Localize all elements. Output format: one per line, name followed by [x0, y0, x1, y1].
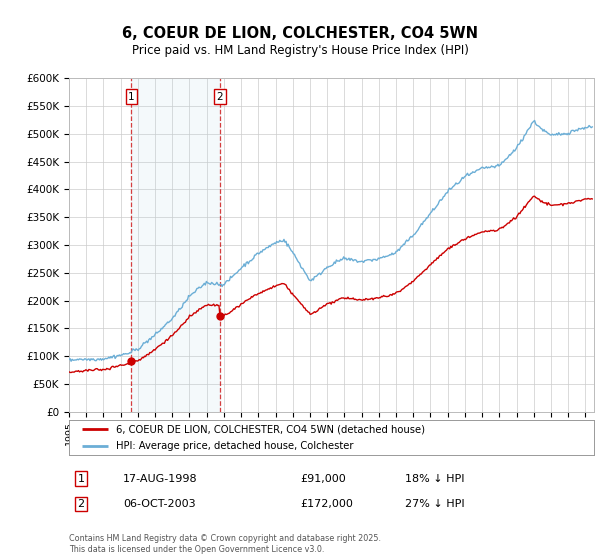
Text: 06-OCT-2003: 06-OCT-2003	[123, 499, 196, 509]
Text: 17-AUG-1998: 17-AUG-1998	[123, 474, 197, 484]
Text: 2: 2	[77, 499, 85, 509]
Text: Contains HM Land Registry data © Crown copyright and database right 2025.
This d: Contains HM Land Registry data © Crown c…	[69, 534, 381, 554]
Text: 6, COEUR DE LION, COLCHESTER, CO4 5WN: 6, COEUR DE LION, COLCHESTER, CO4 5WN	[122, 26, 478, 41]
Text: HPI: Average price, detached house, Colchester: HPI: Average price, detached house, Colc…	[116, 441, 354, 451]
Text: Price paid vs. HM Land Registry's House Price Index (HPI): Price paid vs. HM Land Registry's House …	[131, 44, 469, 57]
Text: £172,000: £172,000	[300, 499, 353, 509]
Text: 1: 1	[128, 92, 135, 102]
Text: £91,000: £91,000	[300, 474, 346, 484]
Text: 2: 2	[217, 92, 223, 102]
Text: 1: 1	[77, 474, 85, 484]
Text: 18% ↓ HPI: 18% ↓ HPI	[405, 474, 464, 484]
Bar	[131, 78, 220, 412]
Text: 6, COEUR DE LION, COLCHESTER, CO4 5WN (detached house): 6, COEUR DE LION, COLCHESTER, CO4 5WN (d…	[116, 424, 425, 435]
Text: 27% ↓ HPI: 27% ↓ HPI	[405, 499, 464, 509]
